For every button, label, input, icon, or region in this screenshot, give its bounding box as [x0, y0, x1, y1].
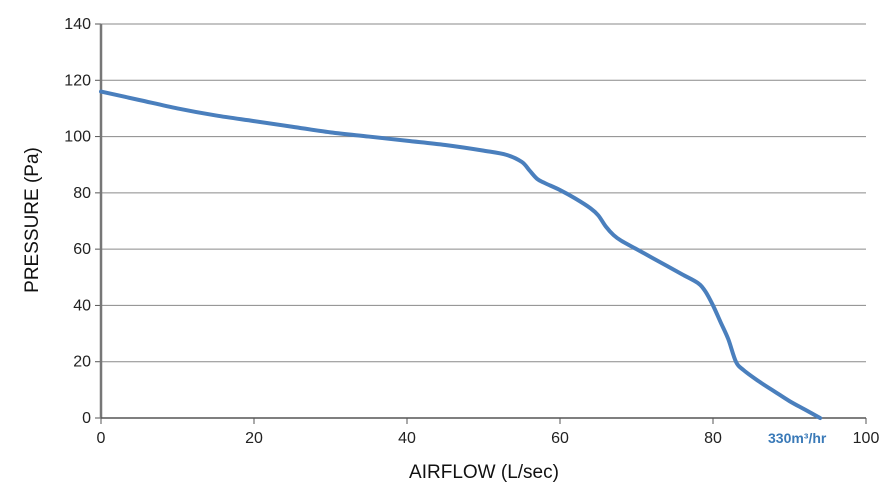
y-tick-label: 40 [73, 297, 91, 314]
y-tick-label: 60 [73, 241, 91, 258]
y-tick-label: 100 [64, 129, 91, 146]
y-axis-title: PRESSURE (Pa) [22, 147, 43, 293]
annotation-330m3hr: 330m³/hr [768, 430, 827, 446]
y-tick-label: 120 [64, 72, 91, 89]
axes [95, 23, 867, 424]
x-tick-label: 20 [245, 430, 263, 447]
y-tick-label: 0 [82, 410, 91, 427]
y-tick-label: 80 [73, 185, 91, 202]
x-tick-label: 100 [853, 430, 880, 447]
x-tick-label: 60 [551, 430, 569, 447]
gridlines [101, 23, 866, 363]
x-tick-label: 0 [97, 430, 106, 447]
x-tick-label: 40 [398, 430, 416, 447]
fan-curve-line [99, 89, 823, 420]
x-tick-label: 80 [704, 430, 722, 447]
x-axis-title: AIRFLOW (L/sec) [409, 462, 559, 483]
y-tick-label: 140 [64, 16, 91, 33]
x-tick-labels: 0 20 40 60 80 100 [97, 430, 880, 447]
y-tick-label: 20 [73, 354, 91, 371]
y-tick-labels: 0 20 40 60 80 100 120 140 [64, 16, 91, 427]
